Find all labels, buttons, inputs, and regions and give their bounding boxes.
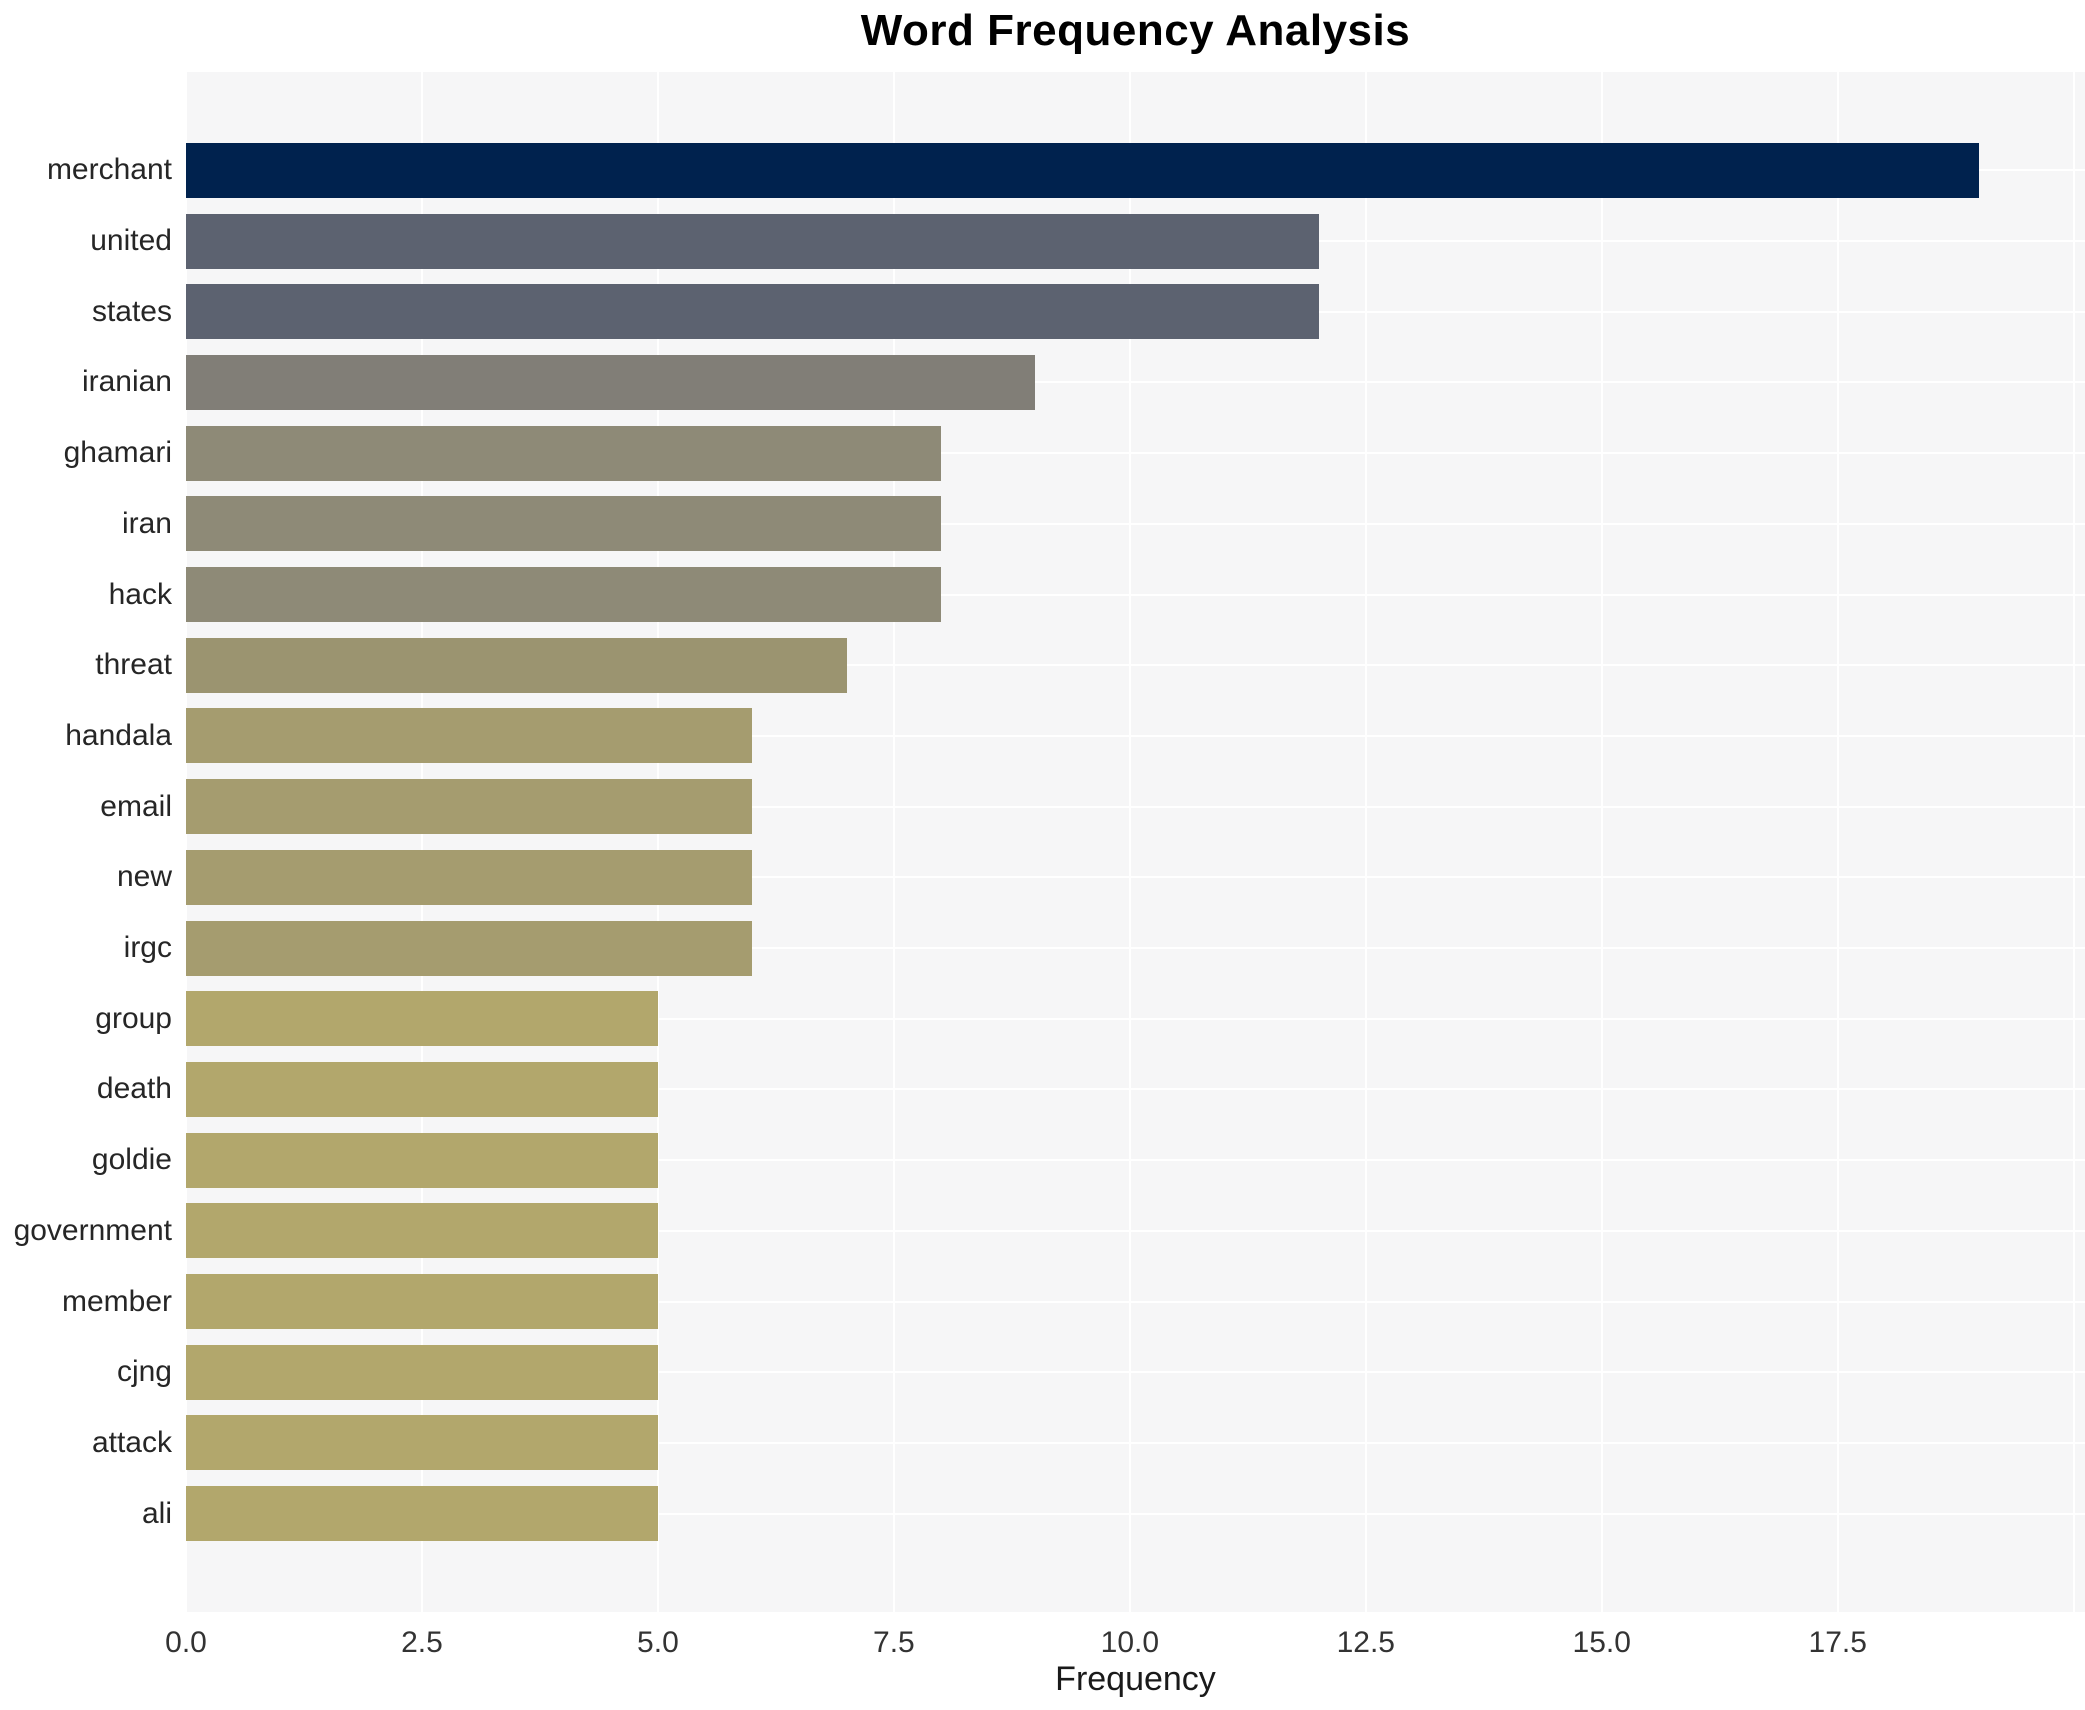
vertical-gridline (1600, 72, 1603, 1612)
horizontal-gridline (186, 1088, 2085, 1091)
bar-email (186, 779, 753, 835)
vertical-gridline (185, 72, 187, 1612)
bar-attack (186, 1415, 658, 1471)
bar-goldie (186, 1132, 658, 1188)
x-tick-label-10.0: 10.0 (1100, 1626, 1160, 1659)
x-tick-label-7.5: 7.5 (873, 1626, 915, 1659)
y-tick-label-attack: attack (91, 1425, 172, 1459)
horizontal-gridline (186, 1441, 2085, 1444)
y-tick-label-email: email (100, 789, 172, 823)
bar-group (186, 991, 658, 1047)
bar-death (186, 1061, 658, 1117)
bar-merchant (186, 142, 1980, 198)
y-tick-label-hack: hack (108, 577, 172, 611)
vertical-gridline (892, 72, 895, 1612)
bar-irgc (186, 920, 753, 976)
horizontal-gridline (186, 1017, 2085, 1020)
vertical-gridline (656, 72, 659, 1612)
x-axis-label: Frequency (1055, 1660, 1216, 1698)
x-tick-label-5.0: 5.0 (637, 1626, 679, 1659)
bar-cjng (186, 1344, 658, 1400)
horizontal-gridline (186, 1371, 2085, 1374)
horizontal-gridline (186, 947, 2085, 950)
bar-new (186, 849, 753, 905)
y-tick-label-handala: handala (65, 718, 172, 752)
horizontal-gridline (186, 1512, 2085, 1515)
y-tick-label-cjng: cjng (116, 1355, 172, 1389)
vertical-gridline (1364, 72, 1367, 1612)
y-tick-label-irgc: irgc (123, 931, 172, 965)
y-tick-label-merchant: merchant (46, 153, 172, 187)
vertical-gridline (1128, 72, 1131, 1612)
vertical-gridline (2072, 72, 2075, 1612)
horizontal-gridline (186, 1229, 2085, 1232)
vertical-gridline (1836, 72, 1839, 1612)
y-tick-label-goldie: goldie (91, 1143, 172, 1177)
bar-handala (186, 708, 753, 764)
horizontal-gridline (186, 734, 2085, 737)
x-tick-label-15.0: 15.0 (1572, 1626, 1631, 1659)
y-tick-label-ghamari: ghamari (63, 436, 172, 470)
y-tick-label-government: government (13, 1213, 172, 1247)
horizontal-gridline (186, 593, 2085, 596)
plot-area (185, 72, 2085, 1612)
x-tick-label-2.5: 2.5 (401, 1626, 443, 1659)
bar-states (186, 284, 1319, 340)
y-tick-label-iran: iran (121, 506, 172, 540)
bar-hack (186, 567, 942, 623)
bar-iranian (186, 354, 1036, 410)
y-tick-label-iranian: iranian (81, 365, 172, 399)
horizontal-gridline (186, 1159, 2085, 1162)
y-tick-label-new: new (116, 860, 172, 894)
horizontal-gridline (186, 381, 2085, 384)
horizontal-gridline (186, 805, 2085, 808)
horizontal-gridline (186, 876, 2085, 879)
x-tick-label-17.5: 17.5 (1808, 1626, 1867, 1659)
bar-ghamari (186, 425, 942, 481)
horizontal-gridline (186, 1300, 2085, 1303)
x-tick-label-12.5: 12.5 (1336, 1626, 1395, 1659)
bar-government (186, 1203, 658, 1259)
y-tick-label-states: states (91, 294, 172, 328)
horizontal-gridline (186, 522, 2085, 525)
y-tick-label-threat: threat (95, 648, 172, 682)
bar-iran (186, 496, 942, 552)
y-tick-label-united: united (90, 224, 172, 258)
bar-threat (186, 637, 847, 693)
y-tick-label-ali: ali (141, 1496, 172, 1530)
bar-member (186, 1274, 658, 1330)
y-tick-label-group: group (95, 1001, 172, 1035)
chart-title: Word Frequency Analysis (860, 6, 1411, 55)
y-tick-label-member: member (61, 1284, 172, 1318)
horizontal-gridline (186, 452, 2085, 455)
y-tick-label-death: death (96, 1072, 172, 1106)
x-tick-label-0.0: 0.0 (165, 1626, 207, 1659)
vertical-gridline (420, 72, 423, 1612)
bar-united (186, 213, 1319, 269)
horizontal-gridline (186, 664, 2085, 667)
bar-ali (186, 1486, 658, 1542)
